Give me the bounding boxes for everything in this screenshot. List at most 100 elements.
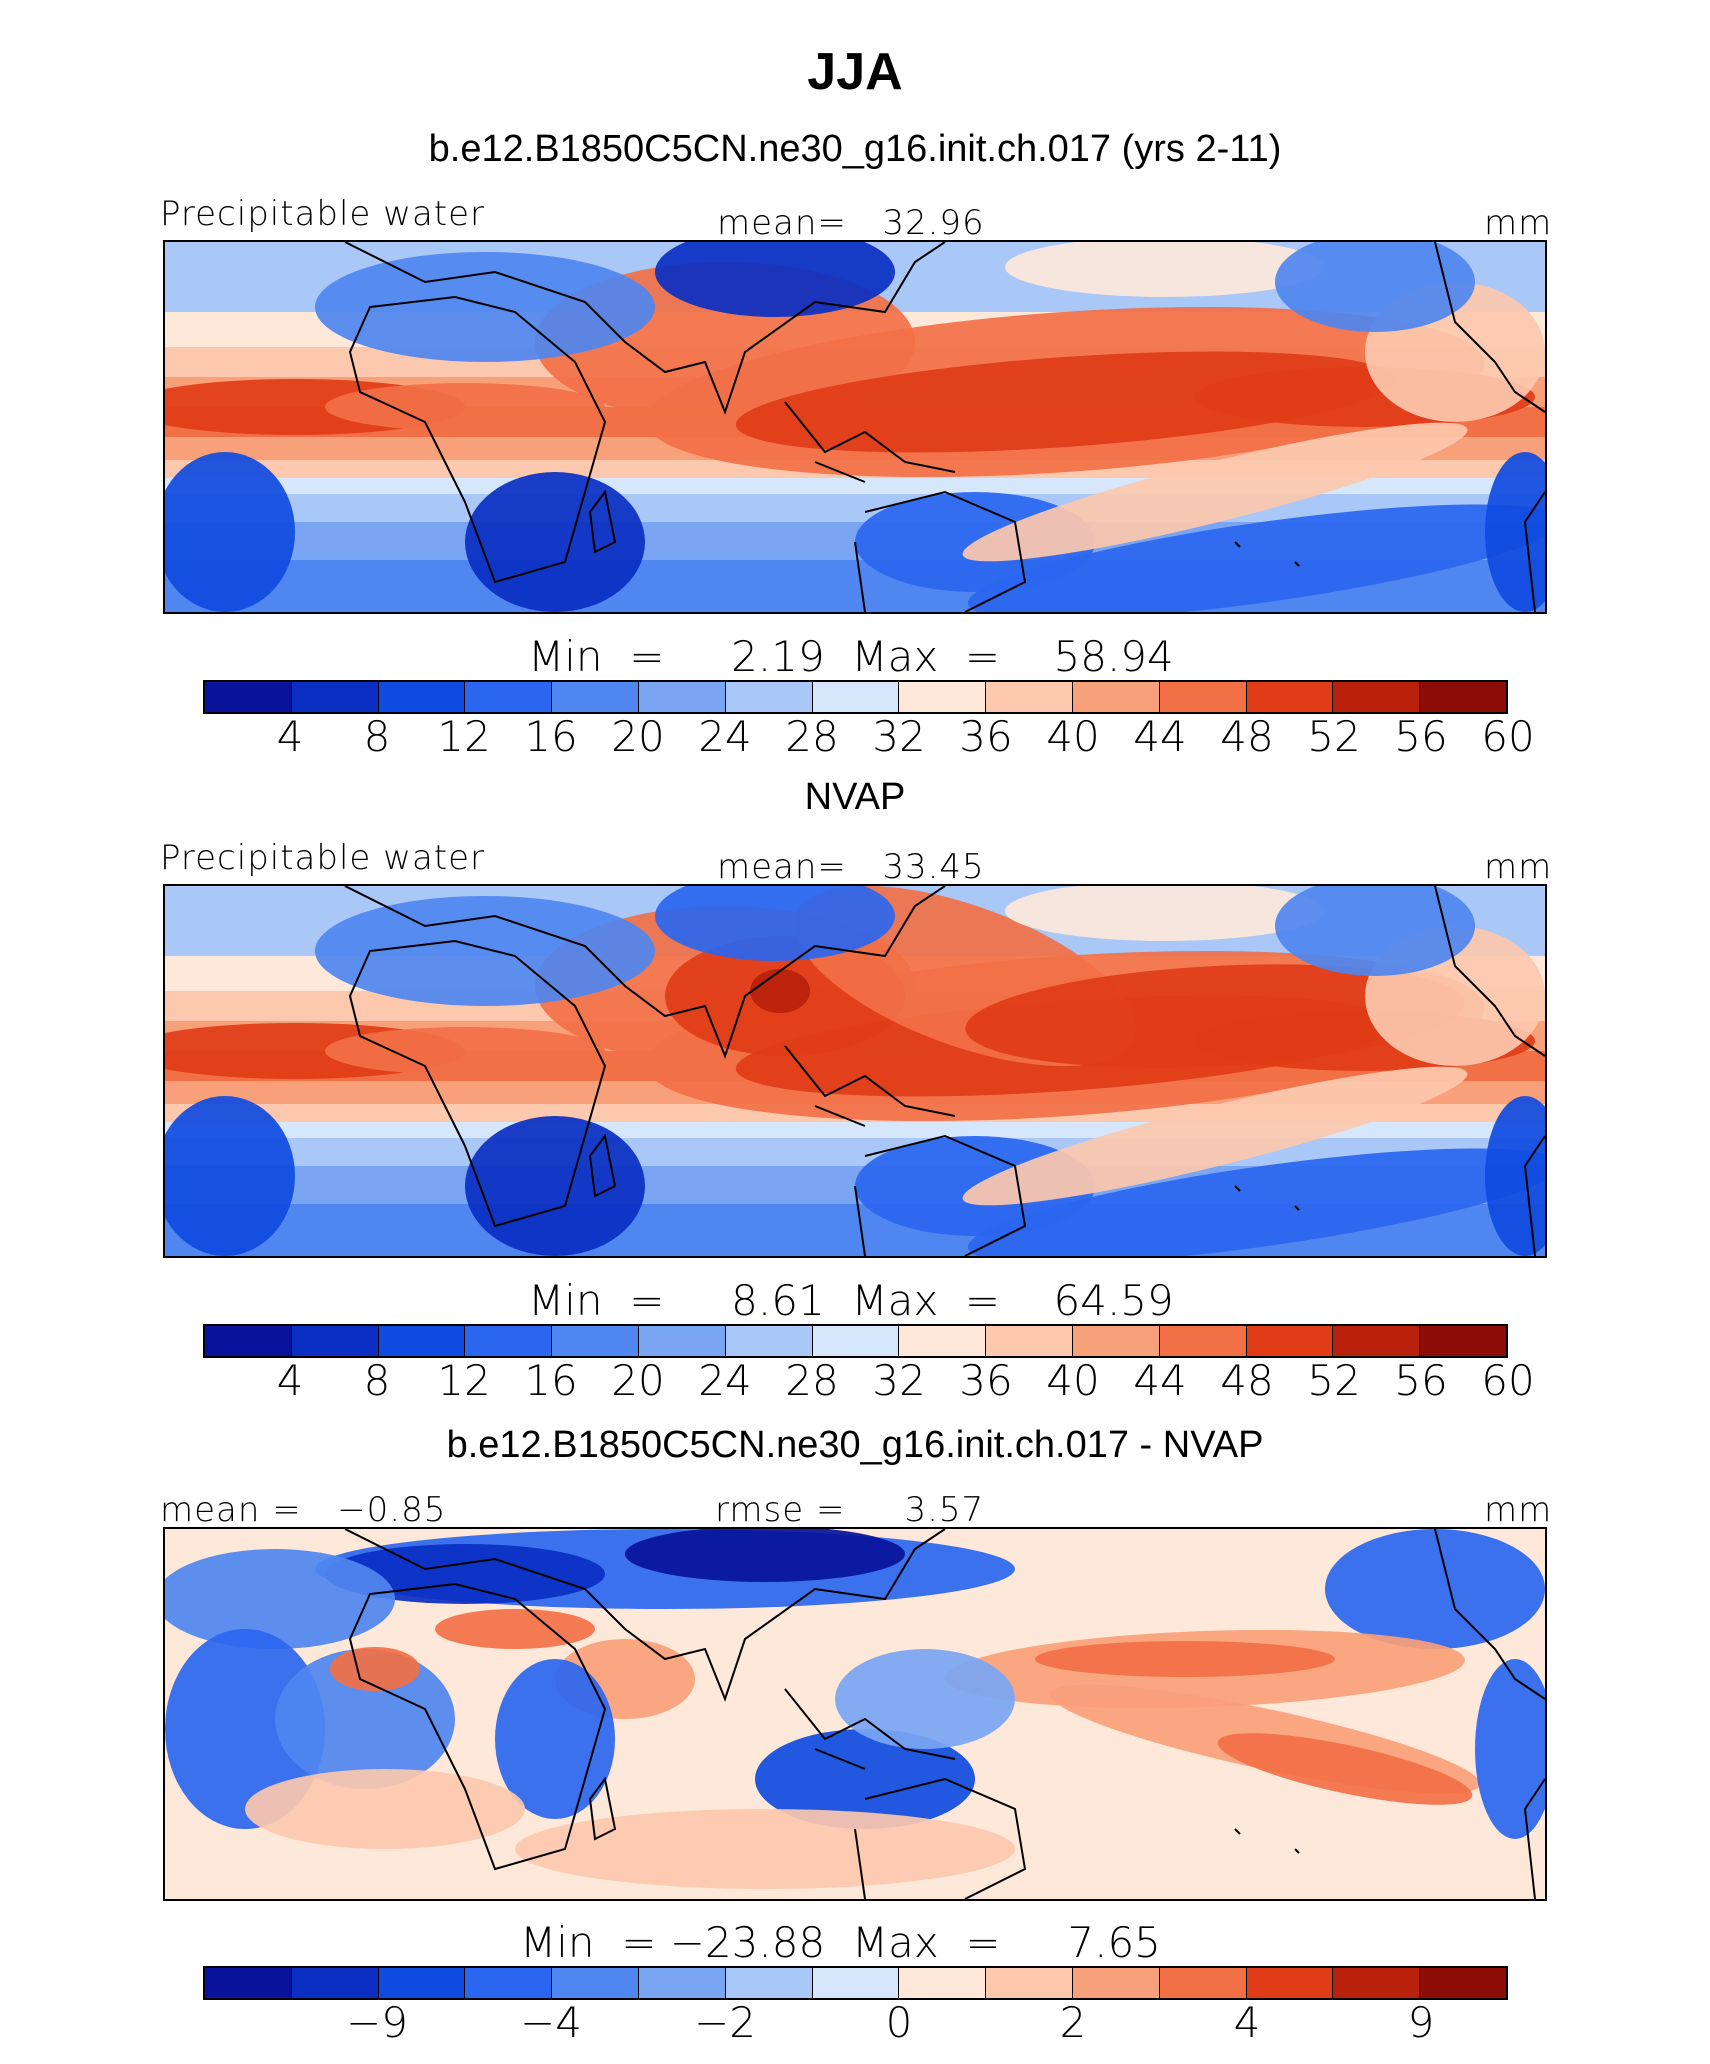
contour-region [165, 1549, 395, 1649]
colorbar-tick-label: 20 [611, 712, 665, 761]
coastline [588, 1133, 1300, 1211]
contour-region [755, 1729, 975, 1829]
panel-1-colorbar-ticks: 4 8 12 16 20 24 28 32 36 40 44 48 52 56 60 [203, 712, 1535, 762]
coastline [854, 1777, 1027, 1899]
colorbar-swatch [1072, 682, 1160, 712]
panel-1-map [163, 240, 1547, 614]
colorbar-tick-label: 9 [1407, 1998, 1435, 2047]
contour-region [735, 351, 1395, 453]
colorbar-swatch [638, 682, 726, 712]
colorbar-tick-label: −2 [694, 1998, 756, 2047]
contour-region [435, 1609, 595, 1649]
contour-region [962, 422, 1468, 562]
panel-2-colorbar-ticks: 4 8 12 16 20 24 28 32 36 40 44 48 52 56 60 [203, 1356, 1535, 1406]
colorbar-tick-label: 16 [524, 712, 578, 761]
panel-1-min-max: Min = 2.19 Max = 58.94 [528, 632, 1174, 681]
colorbar-swatch [378, 1968, 466, 1998]
panel-2-mean-label: mean= 33.45 [717, 847, 985, 887]
colorbar-swatch [986, 682, 1073, 712]
colorbar-swatch [899, 682, 987, 712]
colorbar-tick-label: 40 [1046, 1356, 1100, 1405]
colorbar-swatch [812, 1326, 900, 1356]
colorbar-swatch [1333, 1326, 1421, 1356]
contour-region [165, 452, 295, 612]
colorbar-swatch [638, 1326, 726, 1356]
colorbar-swatch [1420, 1326, 1506, 1356]
colorbar-swatch [291, 1968, 379, 1998]
colorbar-swatch [812, 1968, 900, 1998]
colorbar-swatch [725, 1326, 813, 1356]
contour-region [330, 1647, 420, 1691]
colorbar-swatch [986, 1968, 1073, 1998]
panel-3-mean-label: mean = −0.85 [160, 1490, 447, 1530]
colorbar-swatch [465, 1968, 553, 1998]
colorbar-swatch [205, 682, 292, 712]
coastline [344, 242, 946, 415]
panel-3-coastlines [344, 1529, 1545, 1899]
contour-region [1325, 1529, 1545, 1649]
coastline [784, 1045, 956, 1127]
colorbar-tick-label: 28 [785, 712, 839, 761]
panel-1-units: mm [1484, 203, 1553, 243]
contour-region [515, 1809, 1015, 1889]
coastline [1434, 242, 1545, 612]
colorbar-tick-label: 48 [1220, 1356, 1274, 1405]
panel-1-colorbar [203, 680, 1508, 714]
colorbar-swatch [1420, 1968, 1506, 1998]
contour-region [465, 472, 645, 612]
contour-region [1005, 886, 1325, 941]
colorbar-tick-label: 60 [1481, 1356, 1535, 1405]
coastline [588, 1776, 1300, 1854]
colorbar-swatch [1333, 1968, 1421, 1998]
panel-3-units: mm [1484, 1490, 1553, 1530]
colorbar-tick-label: 52 [1307, 712, 1361, 761]
contour-region [1005, 242, 1325, 297]
colorbar-swatch [1072, 1326, 1160, 1356]
colorbar-tick-label: 4 [1233, 1998, 1261, 2047]
panel-2-units: mm [1484, 847, 1553, 887]
colorbar-tick-label: 4 [276, 712, 304, 761]
contour-region [965, 964, 1465, 1068]
panel-3-colorbar-ticks: −9 −4 −2 0 2 4 9 [203, 1998, 1508, 2048]
panel-1-map-svg [165, 242, 1545, 612]
contour-region [1275, 886, 1475, 976]
colorbar-swatch [465, 682, 553, 712]
colorbar-tick-label: 12 [437, 712, 491, 761]
colorbar-tick-label: 44 [1133, 712, 1187, 761]
colorbar-tick-label: 12 [437, 1356, 491, 1405]
contour-region [655, 886, 895, 961]
contour-region [165, 1629, 325, 1829]
colorbar-tick-label: 32 [872, 712, 926, 761]
contour-region [625, 1529, 905, 1582]
colorbar-swatch [1159, 1968, 1247, 1998]
panel-1-mean-label: mean= 32.96 [717, 203, 985, 243]
coastline [854, 1134, 1027, 1256]
contour-region [165, 1096, 295, 1256]
colorbar-swatch [1333, 682, 1421, 712]
panel-2-variable-label: Precipitable water [160, 838, 486, 878]
colorbar-swatch [291, 682, 379, 712]
contour-region [245, 1769, 525, 1849]
panel-2-map-svg [165, 886, 1545, 1256]
contour-region [275, 1649, 455, 1789]
colorbar-swatch [1159, 682, 1247, 712]
contour-region [835, 1649, 1015, 1749]
contour-region [465, 1116, 645, 1256]
colorbar-swatch [552, 1326, 639, 1356]
contour-region [315, 896, 655, 1006]
panel-2-title: NVAP [804, 776, 906, 818]
colorbar-swatch [291, 1326, 379, 1356]
coastline [784, 401, 956, 483]
colorbar-tick-label: 32 [872, 1356, 926, 1405]
colorbar-swatch [899, 1968, 987, 1998]
contour-region [1475, 1659, 1545, 1839]
panel-2-coastlines [344, 886, 1545, 1256]
contour-region [325, 1027, 605, 1075]
coastline [344, 886, 946, 1059]
colorbar-tick-label: 56 [1394, 1356, 1448, 1405]
colorbar-swatch [986, 1326, 1073, 1356]
coastline [348, 1582, 607, 1871]
coastline [1434, 886, 1545, 1256]
contour-region [325, 383, 605, 431]
colorbar-tick-label: 4 [276, 1356, 304, 1405]
